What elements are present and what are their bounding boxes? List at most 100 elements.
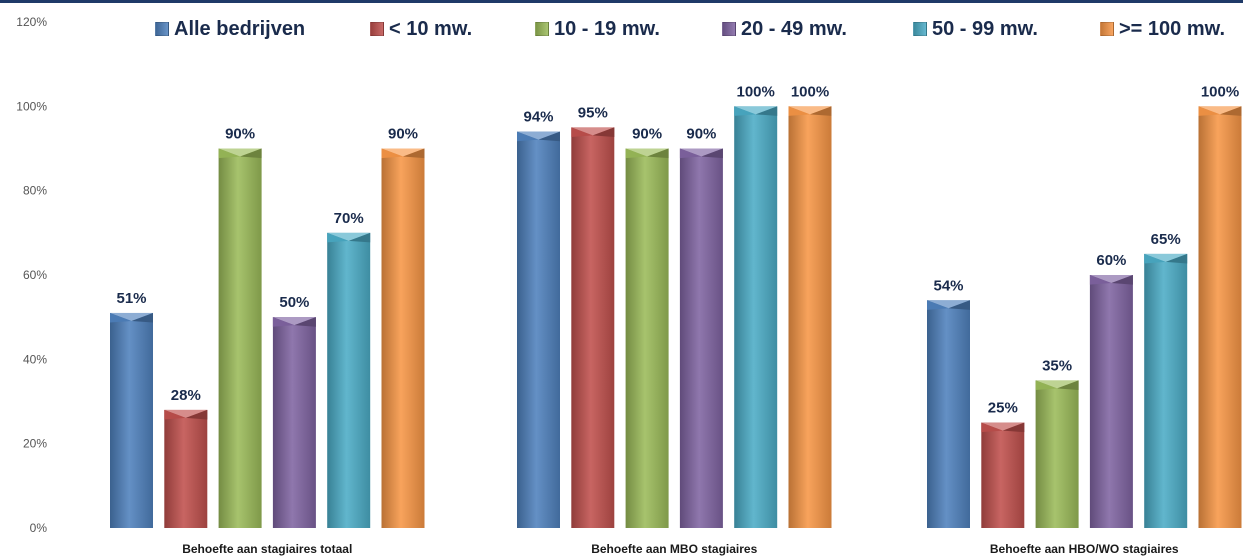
bar-right-bevel xyxy=(810,106,832,116)
bar-left-bevel xyxy=(1035,380,1058,391)
bar-top-bevel xyxy=(110,312,153,321)
legend-label: Alle bedrijven xyxy=(174,17,306,40)
legend-swatch xyxy=(535,22,549,36)
bar-right-bevel xyxy=(1057,380,1079,391)
bar-body xyxy=(734,106,778,528)
bar-left-bevel xyxy=(517,131,539,142)
bar xyxy=(1144,253,1188,528)
bar-left-bevel xyxy=(1198,106,1220,116)
bar-top-bevel xyxy=(571,127,615,136)
bar xyxy=(571,127,615,529)
bar-top-bevel xyxy=(1144,253,1188,262)
legend-item: 10 - 19 mw. xyxy=(535,14,660,44)
bar-left-bevel xyxy=(164,409,186,420)
data-label: 50% xyxy=(279,294,309,311)
bar-left-bevel xyxy=(1089,275,1112,285)
bar-right-bevel xyxy=(294,317,316,327)
bar-right-bevel xyxy=(403,148,425,159)
legend-swatch xyxy=(722,22,736,36)
bar-body xyxy=(1035,380,1079,528)
x-category-label: Behoefte aan HBO/WO stagiaires xyxy=(990,542,1179,556)
data-label: 90% xyxy=(632,126,662,143)
bar-right-bevel xyxy=(592,127,615,138)
x-category-label: Behoefte aan MBO stagiaires xyxy=(591,542,757,556)
legend-swatch xyxy=(370,22,384,36)
bar-right-bevel xyxy=(647,148,669,159)
bar-top-bevel xyxy=(218,148,262,157)
data-label: 54% xyxy=(933,277,963,294)
bar xyxy=(1035,380,1079,528)
bar-body xyxy=(1144,253,1188,528)
bar xyxy=(272,317,316,528)
bar-right-bevel xyxy=(185,409,208,420)
data-label: 95% xyxy=(578,104,608,121)
y-tick-label: 60% xyxy=(23,268,47,282)
bar-left-bevel xyxy=(625,148,648,159)
bar-top-bevel xyxy=(679,148,723,157)
bar-body xyxy=(571,127,615,529)
legend: Alle bedrijven < 10 mw. 10 - 19 mw. 20 - 49… xyxy=(0,14,1243,44)
bar xyxy=(381,148,425,528)
bar-right-bevel xyxy=(348,232,371,243)
legend-swatch xyxy=(155,22,169,36)
bar-left-bevel xyxy=(734,106,756,116)
bar-right-bevel xyxy=(538,131,560,142)
bar-top-bevel xyxy=(381,148,425,157)
bar-left-bevel xyxy=(679,148,702,159)
bar-left-bevel xyxy=(1144,253,1166,264)
bar-body xyxy=(327,232,371,529)
y-tick-label: 120% xyxy=(16,15,47,29)
bar xyxy=(517,131,560,528)
legend-label: 20 - 49 mw. xyxy=(741,17,847,40)
bar-left-bevel xyxy=(571,127,593,138)
x-category-label: Behoefte aan stagiaires totaal xyxy=(182,542,352,556)
bar-body xyxy=(381,148,425,528)
bar-right-bevel xyxy=(701,148,723,159)
data-label: 100% xyxy=(1201,83,1239,100)
bar-left-bevel xyxy=(381,148,403,159)
data-label: 60% xyxy=(1096,252,1126,269)
bar-top-bevel xyxy=(981,422,1025,431)
bar-right-bevel xyxy=(1002,422,1025,433)
bar xyxy=(927,300,970,528)
legend-label: 50 - 99 mw. xyxy=(932,17,1038,40)
bar-top-bevel xyxy=(788,106,832,115)
legend-label: < 10 mw. xyxy=(389,17,473,40)
data-label: 25% xyxy=(988,400,1018,417)
y-tick-label: 100% xyxy=(16,99,47,113)
y-tick-label: 80% xyxy=(23,184,47,198)
bar-top-bevel xyxy=(734,106,778,115)
bar-top-bevel xyxy=(272,317,316,326)
data-label: 51% xyxy=(116,290,146,307)
bar-left-bevel xyxy=(272,317,295,327)
bar-body xyxy=(625,148,669,528)
bar xyxy=(679,148,723,528)
bar-body xyxy=(272,317,316,528)
bar-left-bevel xyxy=(788,106,810,116)
bar xyxy=(1198,106,1242,528)
data-label: 100% xyxy=(737,83,775,100)
legend-label: >= 100 mw. xyxy=(1119,17,1225,40)
data-label: 65% xyxy=(1151,231,1181,248)
legend-label: 10 - 19 mw. xyxy=(554,17,660,40)
data-labels: 51% 28% 90% 50% 70% 90% 94% 95% 90% 90% 100% 100% 54… xyxy=(116,83,1239,416)
bar-body xyxy=(110,312,153,528)
bar xyxy=(110,312,153,528)
bar xyxy=(327,232,371,529)
y-tick-label: 20% xyxy=(23,437,47,451)
bar-body xyxy=(1198,106,1242,528)
data-label: 90% xyxy=(225,126,255,143)
bar-body xyxy=(927,300,970,528)
bar xyxy=(218,148,262,528)
legend-item: 20 - 49 mw. xyxy=(722,14,847,44)
bar-top-bevel xyxy=(327,232,371,241)
data-label: 70% xyxy=(334,210,364,227)
bar-top-bevel xyxy=(927,300,970,309)
bar-top-bevel xyxy=(1089,275,1133,283)
bar-right-bevel xyxy=(1111,275,1133,285)
bar-body xyxy=(679,148,723,528)
bar-right-bevel xyxy=(1220,106,1242,116)
bar-left-bevel xyxy=(110,312,132,323)
legend-swatch xyxy=(913,22,927,36)
